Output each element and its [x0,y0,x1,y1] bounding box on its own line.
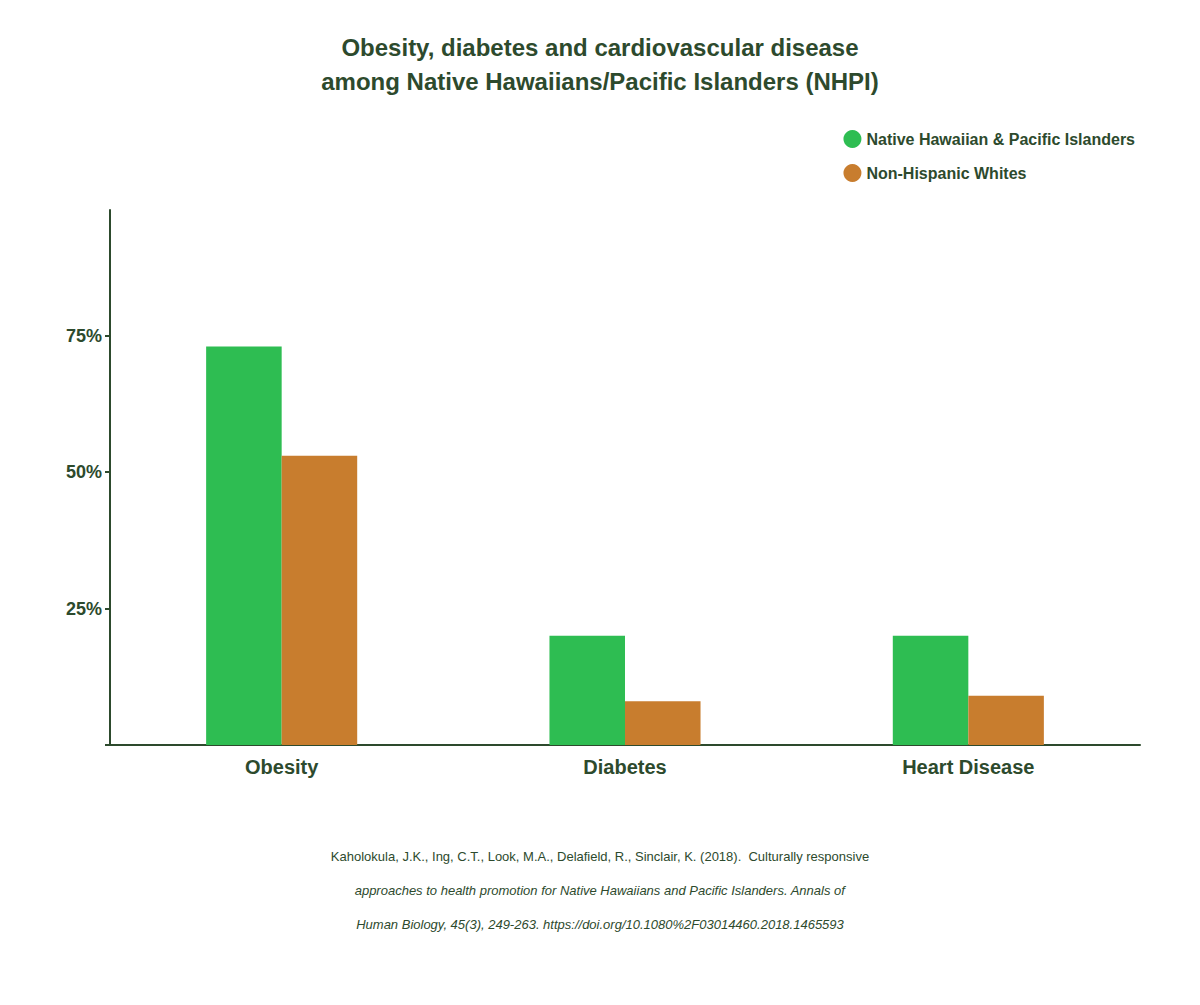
svg-text:75%: 75% [66,326,102,346]
svg-text:Non-Hispanic Whites: Non-Hispanic Whites [866,165,1026,182]
svg-text:Diabetes: Diabetes [583,756,666,778]
svg-text:among Native Hawaiians/Pacific: among Native Hawaiians/Pacific Islanders… [321,68,879,95]
svg-text:Heart Disease: Heart Disease [902,756,1034,778]
svg-text:Native Hawaiian & Pacific Isla: Native Hawaiian & Pacific Islanders [866,131,1135,148]
svg-text:Obesity: Obesity [245,756,319,778]
svg-text:Human Biology, 45(3), 249-263.: Human Biology, 45(3), 249-263. https://d… [356,917,844,932]
svg-text:25%: 25% [66,599,102,619]
svg-text:50%: 50% [66,462,102,482]
svg-text:Kaholokula, J.K., Ing, C.T., L: Kaholokula, J.K., Ing, C.T., Look, M.A.,… [331,849,869,864]
svg-text:approaches to health promotion: approaches to health promotion for Nativ… [355,883,847,898]
svg-text:Obesity, diabetes and cardiova: Obesity, diabetes and cardiovascular dis… [341,34,858,61]
